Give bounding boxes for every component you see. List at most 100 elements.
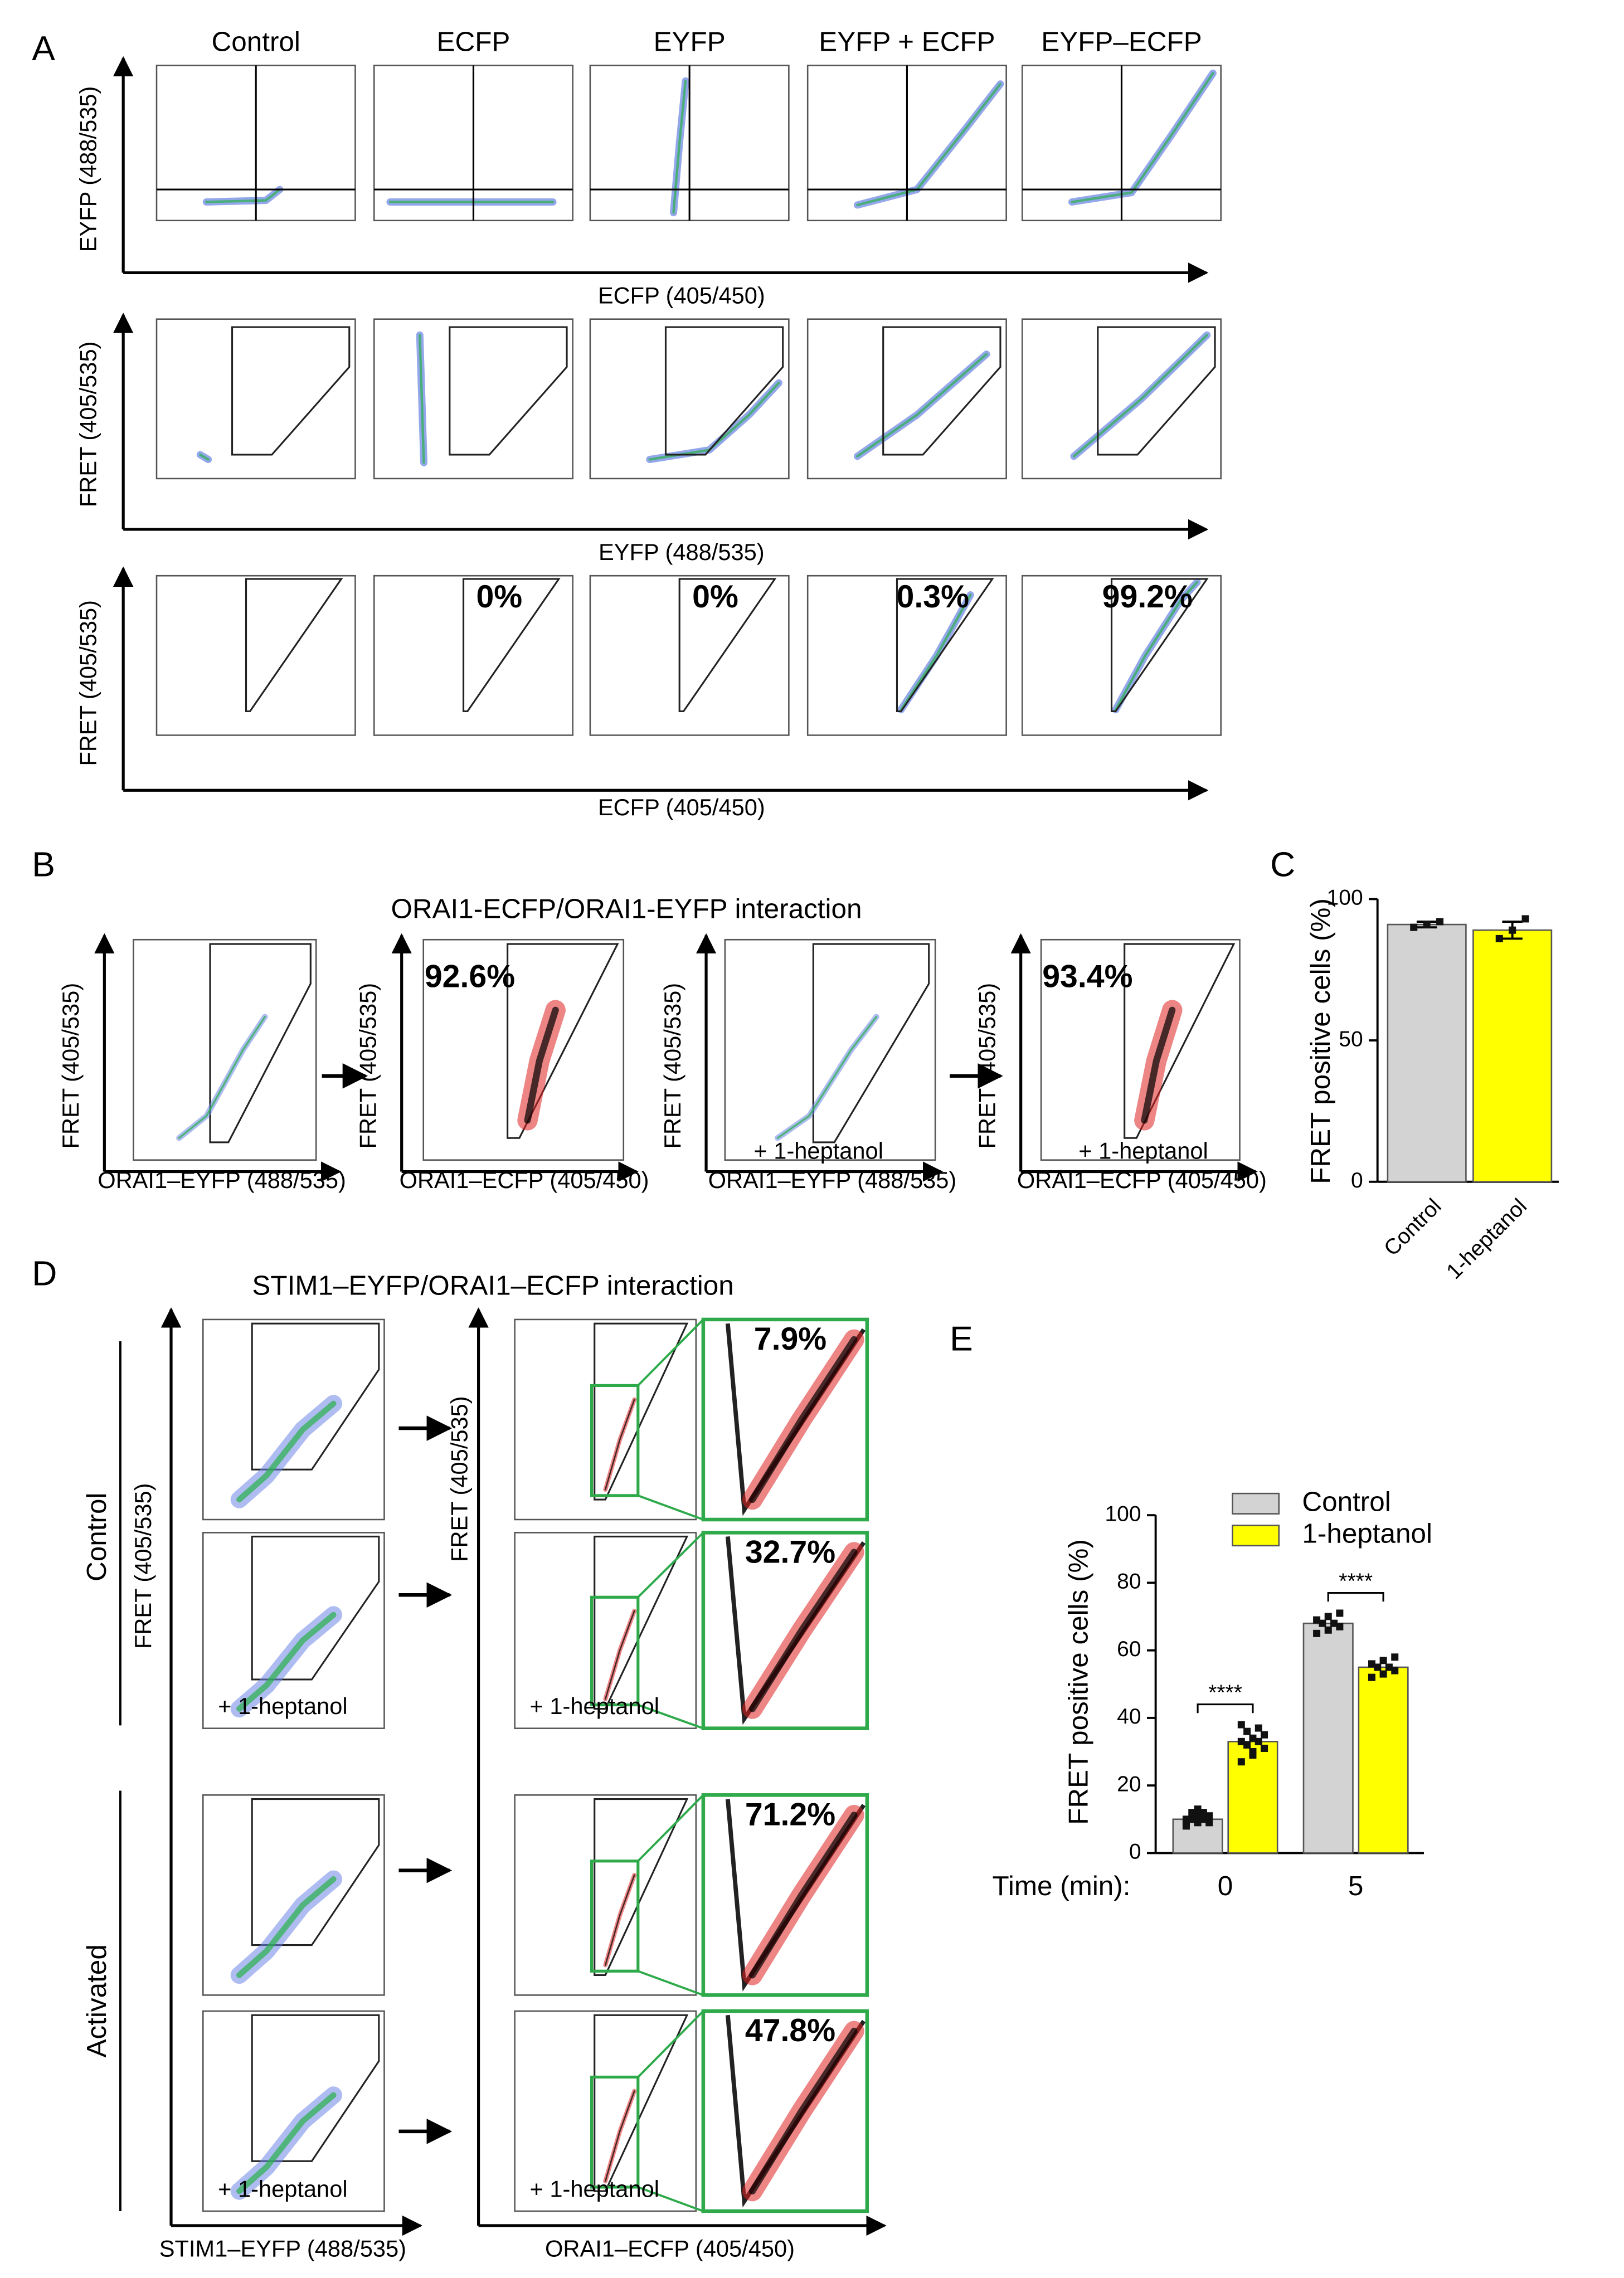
percentage: 0% — [476, 579, 522, 615]
data-point — [1379, 1670, 1387, 1678]
cell-cloud-core — [524, 1006, 559, 1124]
data-point — [1336, 1623, 1344, 1630]
data-point — [1237, 1737, 1245, 1745]
gate — [507, 943, 619, 1139]
cell-cloud-core — [236, 1876, 337, 1978]
panel-title: ORAI1-ECFP/ORAI1-EYFP interaction — [391, 893, 862, 924]
significance-bracket — [1197, 1703, 1254, 1714]
legend-label: 1-heptanol — [1302, 1518, 1432, 1549]
bar — [1472, 929, 1553, 1183]
data-point — [1509, 926, 1516, 934]
gate — [251, 2014, 380, 2162]
data-point — [1194, 1812, 1202, 1820]
data-point — [1368, 1673, 1375, 1681]
gate — [251, 1798, 380, 1946]
y-axis-label: FRET positive cells (%) — [1305, 898, 1336, 1184]
gate — [449, 326, 568, 456]
gate — [594, 1322, 689, 1501]
data-point — [1194, 1819, 1202, 1827]
plot-frame — [589, 318, 790, 480]
data-point — [1243, 1741, 1251, 1749]
x-tick-label: 1-heptanol — [1442, 1194, 1531, 1284]
plot-frame — [701, 1793, 869, 1997]
cell-cloud-core — [856, 353, 988, 457]
cell-cloud-core — [748, 1549, 858, 1712]
gate — [245, 578, 343, 713]
significance: **** — [1208, 1681, 1242, 1705]
percentage: 93.4% — [1042, 959, 1132, 995]
significance-bracket — [1327, 1591, 1384, 1602]
data-point — [1319, 1619, 1326, 1627]
plot-frame — [202, 1794, 385, 1996]
cell-cloud-core — [205, 188, 281, 203]
cell-cloud-core — [748, 1336, 858, 1503]
bar — [1387, 923, 1467, 1183]
data-point — [1391, 1667, 1399, 1675]
x-axis-label: ORAI1–ECFP (405/450) — [545, 2235, 795, 2261]
zoom-connector — [637, 1794, 704, 1997]
plot-frame — [133, 938, 317, 1161]
cell-cloud-core — [236, 2092, 337, 2194]
gate — [594, 1535, 689, 1710]
cell-cloud — [1068, 69, 1217, 206]
note: + 1-heptanol — [218, 1693, 348, 1719]
zoom-connector — [637, 1531, 704, 1730]
zoom-region — [590, 2075, 640, 2189]
y-axis-label: EYFP (488/535) — [75, 86, 101, 252]
bar — [1227, 1741, 1278, 1854]
x-axis-label: ORAI1–EYFP (488/535) — [98, 1167, 346, 1193]
data-point — [1379, 1657, 1387, 1664]
data-point — [1374, 1663, 1382, 1671]
data-point — [1261, 1744, 1268, 1752]
cell-cloud-core — [1071, 72, 1214, 203]
x-tick-label: 0 — [1218, 1871, 1233, 1901]
plot-frame — [1040, 938, 1241, 1161]
data-point — [1521, 915, 1529, 923]
data-point — [1261, 1731, 1268, 1739]
y-axis-label: FRET (405/535) — [446, 1396, 472, 1562]
panel-label: E — [950, 1319, 973, 1358]
data-point — [1423, 921, 1431, 928]
gate — [664, 326, 784, 456]
data-point — [1243, 1727, 1251, 1735]
cell-cloud-core — [199, 453, 210, 461]
cell-cloud-core — [1072, 334, 1208, 457]
gate — [882, 326, 1001, 456]
y-axis-label: FRET (405/535) — [130, 1483, 156, 1649]
y-tick-label: 20 — [1117, 1772, 1141, 1796]
panel-label: C — [1270, 845, 1295, 884]
cell-cloud-core — [178, 1015, 266, 1139]
column-title: EYFP + ECFP — [819, 26, 995, 57]
panel-label: A — [32, 29, 55, 68]
y-axis-label: FRET (405/535) — [974, 983, 1000, 1149]
data-point — [1188, 1809, 1196, 1817]
gate — [209, 943, 312, 1143]
data-point — [1330, 1619, 1338, 1627]
cell-cloud — [853, 80, 1004, 209]
panel-label: D — [32, 1254, 57, 1293]
data-point — [1199, 1815, 1207, 1823]
x-tick-label: Control — [1379, 1194, 1446, 1260]
y-axis-label: FRET (405/535) — [354, 983, 381, 1149]
y-tick-label: 50 — [1339, 1027, 1363, 1051]
data-point — [1199, 1809, 1207, 1817]
gate — [462, 578, 561, 713]
plot-frame — [701, 1317, 869, 1522]
plot-frame — [202, 2010, 385, 2212]
plot-frame — [155, 575, 356, 736]
data-point — [1368, 1660, 1375, 1668]
y-tick-label: 100 — [1105, 1502, 1141, 1526]
gate — [251, 1322, 380, 1471]
zoom-region — [590, 1860, 640, 1973]
percentage: 0% — [692, 579, 738, 615]
data-point — [1391, 1653, 1399, 1661]
data-point — [1436, 918, 1444, 926]
plot-frame — [514, 1318, 697, 1521]
plot-frame — [373, 575, 574, 736]
zoom-region — [590, 1595, 640, 1707]
data-point — [1249, 1748, 1257, 1756]
percentage: 71.2% — [745, 1797, 835, 1832]
column-title: EYFP–ECFP — [1041, 26, 1202, 57]
gate — [1097, 326, 1216, 456]
